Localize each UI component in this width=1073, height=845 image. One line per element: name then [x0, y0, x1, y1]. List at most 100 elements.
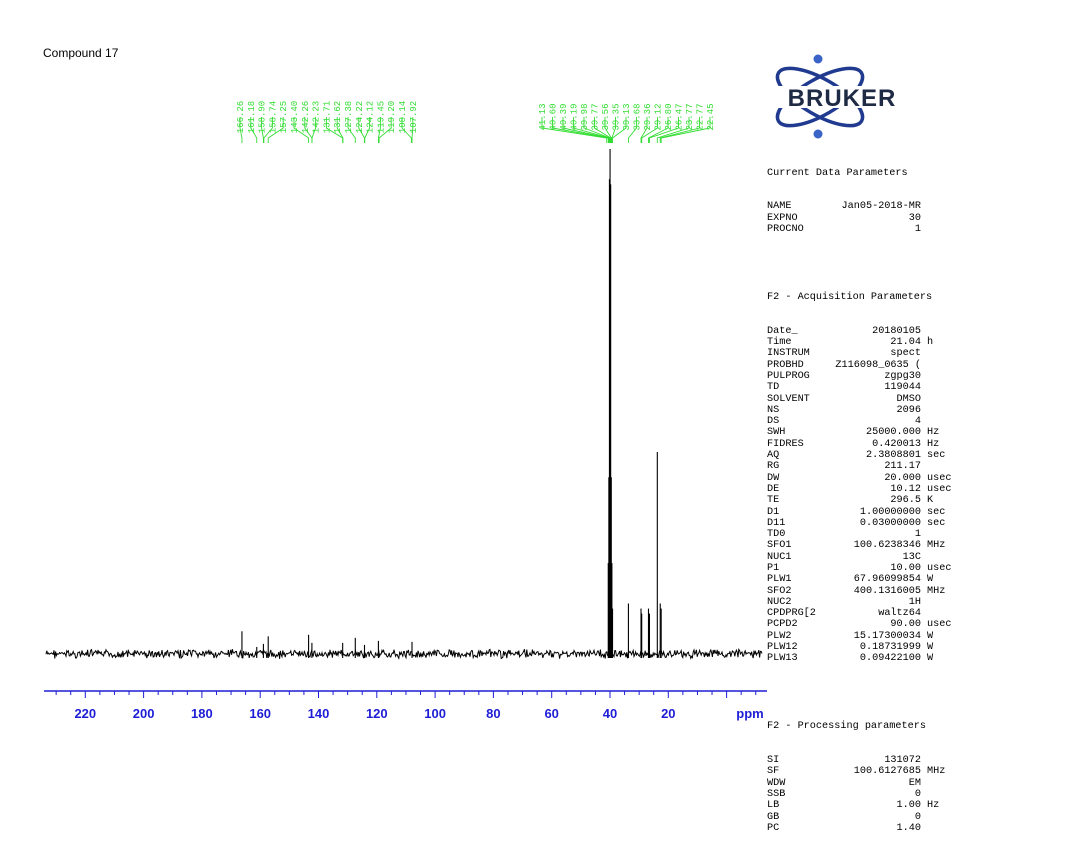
param-row: D11 0.03000000 sec	[767, 518, 951, 529]
peak-label-connector	[311, 117, 317, 143]
peak-label-connector	[239, 117, 243, 143]
param-name: NAME	[767, 201, 792, 213]
parameters-panel: Current Data Parameters NAME Jan05-2018-M…	[767, 145, 951, 845]
peak-label: 124.12	[366, 101, 376, 133]
param-name: PCPD2	[767, 619, 798, 631]
param-name: AQ	[767, 450, 780, 462]
param-value: waltz64	[878, 608, 921, 620]
peak-label: 26.47	[675, 103, 685, 130]
param-unit	[921, 348, 927, 359]
param-unit: MHz	[927, 766, 946, 778]
param-value: 400.1316005	[853, 585, 921, 597]
peak-label-connector	[583, 117, 611, 143]
param-row: SSB 0	[767, 789, 951, 800]
param-row: DS 4	[767, 416, 951, 427]
param-value: 25000.000	[865, 427, 921, 439]
param-row: SF 100.6127685 MHz	[767, 766, 951, 777]
param-value: 131072	[884, 755, 921, 767]
param-value: 1.00000000	[859, 506, 921, 518]
param-unit	[921, 552, 927, 563]
param-unit: Hz	[927, 800, 940, 812]
peak-label-connector	[347, 117, 356, 143]
peak-label-connector	[612, 117, 627, 143]
param-name: PULPROG	[767, 370, 810, 382]
param-unit	[921, 382, 927, 393]
param-name: TE	[767, 495, 780, 507]
param-value: 20180105	[872, 325, 921, 337]
param-value: 0	[914, 788, 921, 800]
logo-text-backdrop	[764, 86, 918, 108]
param-value: Jan05-2018-MR	[841, 201, 921, 213]
param-row: PCPD2 90.00 usec	[767, 619, 951, 630]
param-row: NAME Jan05-2018-MR	[767, 201, 951, 212]
proc-params-list: SI 131072 SF 100.6127685 MHz WDW EM SSB 0 LB 1.00 H…	[767, 755, 951, 834]
param-unit: h	[927, 337, 934, 349]
peak-label: 158.74	[268, 101, 278, 133]
param-value: 0.420013	[872, 438, 921, 450]
param-value: 296.5	[890, 495, 921, 507]
peak-label: 22.45	[706, 103, 716, 130]
peak-label: 157.25	[279, 101, 289, 133]
peak-label: 143.40	[290, 101, 300, 133]
param-value: 119044	[884, 382, 921, 394]
param-unit: W	[927, 630, 934, 642]
param-value: 30	[908, 212, 921, 224]
param-row: SWH 25000.000 Hz	[767, 427, 951, 438]
param-name: PLW1	[767, 574, 792, 586]
param-value: 1	[914, 224, 921, 236]
param-row: WDW EM	[767, 778, 951, 789]
param-row: GB 0	[767, 812, 951, 823]
param-row: Time 21.04 h	[767, 337, 951, 348]
acq-params-list: Date_ 20180105 Time 21.04 h INSTRUM spect PROBH…	[767, 326, 951, 665]
param-unit	[921, 201, 927, 212]
peak-label-connector	[660, 117, 711, 143]
peak-label-connector	[552, 117, 609, 143]
peak-label-connector	[401, 117, 412, 143]
param-name: DW	[767, 472, 780, 484]
param-value: 90.00	[890, 619, 921, 631]
peak-label-connector	[250, 117, 258, 143]
param-name: WDW	[767, 777, 786, 789]
param-name: PLW12	[767, 642, 798, 654]
peak-label-connector	[562, 117, 610, 143]
peak-label: 107.92	[409, 101, 419, 133]
peak-label-connector	[336, 117, 344, 143]
param-value: zgpg30	[884, 370, 921, 382]
peak-label: 158.90	[258, 101, 268, 133]
x-tick-label: 40	[603, 706, 617, 721]
peak-label: 39.98	[580, 103, 590, 130]
param-unit: Hz	[927, 438, 940, 450]
param-row: NS 2096	[767, 405, 951, 416]
nmr-spectrum-chart: 166.26 161.18 158.90 158.74 157.25 143.40 142.…	[44, 101, 767, 721]
x-axis: 220 200 180 160 140 120 100 80 60 40 20 ppm	[44, 690, 767, 721]
param-row: TD0 1	[767, 529, 951, 540]
param-name: NUC2	[767, 596, 792, 608]
param-row: P1 10.00 usec	[767, 563, 951, 574]
param-row: CPDPRG[2 waltz64	[767, 608, 951, 619]
x-tick-label: 100	[424, 706, 446, 721]
peak-label: 41.13	[538, 103, 548, 130]
peak-label-connector	[293, 117, 310, 143]
param-name: GB	[767, 811, 780, 823]
param-row: PLW1 67.96099854 W	[767, 574, 951, 585]
param-unit	[921, 360, 927, 371]
logo-orbit-1	[775, 66, 865, 128]
param-unit: usec	[927, 562, 952, 574]
param-row: SI 131072	[767, 755, 951, 766]
param-row: D1 1.00000000 sec	[767, 507, 951, 518]
spectrum-trace	[45, 647, 763, 660]
param-name: SF	[767, 766, 780, 778]
param-name: SFO2	[767, 585, 792, 597]
param-value: DMSO	[896, 393, 921, 405]
param-row: EXPNO 30	[767, 213, 951, 224]
param-row: AQ 2.3808801 sec	[767, 450, 951, 461]
param-unit	[921, 597, 927, 608]
param-value: 100.6127685	[853, 766, 921, 778]
param-unit	[921, 405, 927, 416]
x-tick-label: 60	[544, 706, 558, 721]
param-row: PROBHD Z116098_0635 (	[767, 360, 951, 371]
param-value: Z116098_0635 (	[835, 359, 921, 371]
param-row: SFO2 400.1316005 MHz	[767, 586, 951, 597]
param-value: 0.03000000	[859, 517, 921, 529]
peak-label-connector	[648, 117, 669, 143]
